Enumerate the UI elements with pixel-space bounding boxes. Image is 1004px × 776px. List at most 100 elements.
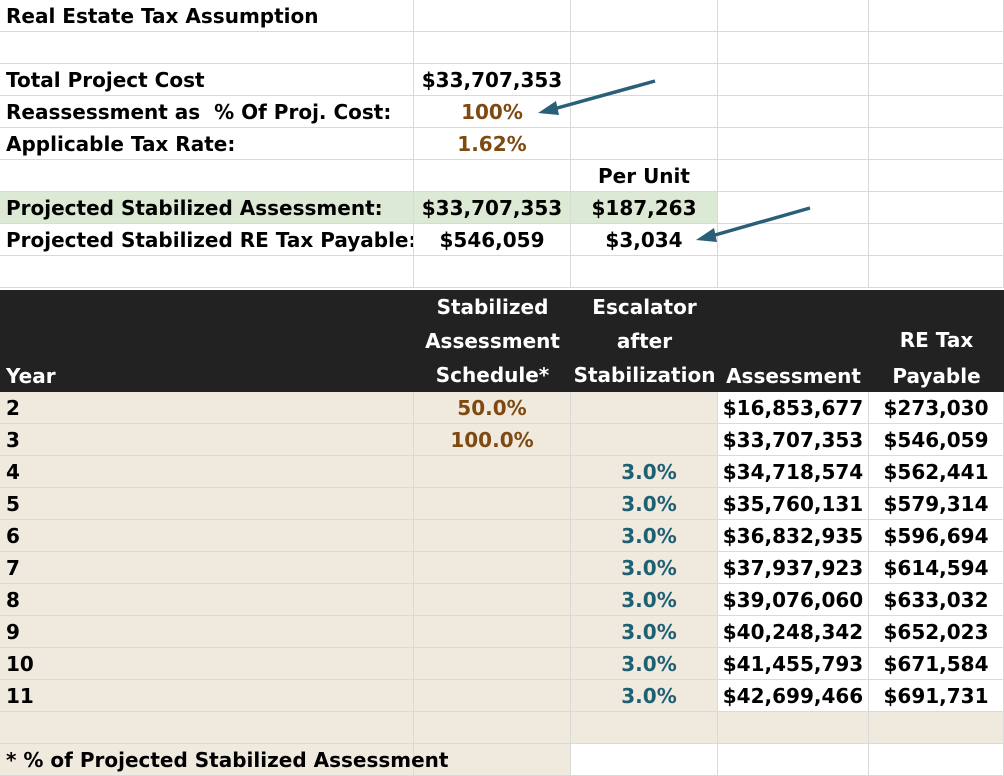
cell-escalator[interactable]: 3.0% — [571, 584, 718, 616]
cell-schedule[interactable] — [414, 616, 571, 648]
re-tax-value[interactable]: $546,059 — [414, 224, 571, 256]
cell-year[interactable]: 8 — [0, 584, 414, 616]
cell-empty[interactable] — [869, 0, 1004, 32]
cell-escalator[interactable]: 3.0% — [571, 552, 718, 584]
cell-empty[interactable] — [869, 744, 1004, 776]
total-cost-label[interactable]: Total Project Cost — [0, 64, 414, 96]
footnote[interactable]: * % of Projected Stabilized Assessment — [0, 744, 448, 776]
cell-empty[interactable] — [869, 128, 1004, 160]
cell-empty[interactable] — [718, 0, 869, 32]
cell-assessment[interactable]: $36,832,935 — [718, 520, 869, 552]
cell-empty[interactable] — [0, 32, 414, 64]
total-cost-value[interactable]: $33,707,353 — [414, 64, 571, 96]
cell-escalator[interactable] — [571, 392, 718, 424]
cell-year[interactable]: 4 — [0, 456, 414, 488]
cell-empty[interactable] — [869, 192, 1004, 224]
cell-re-tax[interactable]: $614,594 — [869, 552, 1004, 584]
cell-schedule[interactable]: 50.0% — [414, 392, 571, 424]
cell-year[interactable]: 7 — [0, 552, 414, 584]
cell-schedule[interactable] — [414, 488, 571, 520]
cell-schedule[interactable] — [414, 520, 571, 552]
cell-re-tax[interactable]: $579,314 — [869, 488, 1004, 520]
cell-empty[interactable] — [414, 256, 571, 288]
cell-empty[interactable] — [718, 192, 869, 224]
cell-empty[interactable] — [718, 256, 869, 288]
cell-empty[interactable] — [869, 32, 1004, 64]
cell-escalator[interactable]: 3.0% — [571, 680, 718, 712]
re-tax-label[interactable]: Projected Stabilized RE Tax Payable: — [0, 224, 414, 256]
cell-empty[interactable] — [414, 32, 571, 64]
cell-year[interactable]: 9 — [0, 616, 414, 648]
cell-empty[interactable] — [571, 0, 718, 32]
cell-year[interactable]: 11 — [0, 680, 414, 712]
cell-re-tax[interactable]: $652,023 — [869, 616, 1004, 648]
cell-escalator[interactable] — [571, 424, 718, 456]
cell-assessment[interactable]: $41,455,793 — [718, 648, 869, 680]
cell-assessment[interactable]: $34,718,574 — [718, 456, 869, 488]
cell-empty[interactable] — [869, 96, 1004, 128]
stab-assessment-value[interactable]: $33,707,353 — [414, 192, 571, 224]
cell-empty[interactable] — [718, 96, 869, 128]
stab-assessment-label[interactable]: Projected Stabilized Assessment: — [0, 192, 414, 224]
cell-re-tax[interactable]: $273,030 — [869, 392, 1004, 424]
cell-empty[interactable] — [718, 32, 869, 64]
stab-assessment-per-unit[interactable]: $187,263 — [571, 192, 718, 224]
cell-empty[interactable] — [571, 64, 718, 96]
cell-empty[interactable] — [571, 744, 718, 776]
page-title[interactable]: Real Estate Tax Assumption — [0, 0, 414, 32]
cell-empty[interactable] — [869, 160, 1004, 192]
cell-year[interactable]: 2 — [0, 392, 414, 424]
cell-empty[interactable] — [869, 256, 1004, 288]
cell-schedule[interactable] — [414, 584, 571, 616]
per-unit-header[interactable]: Per Unit — [571, 160, 718, 192]
header-re-tax[interactable]: RE Tax Payable — [869, 290, 1004, 392]
cell-re-tax[interactable]: $562,441 — [869, 456, 1004, 488]
cell-year[interactable]: 6 — [0, 520, 414, 552]
reassessment-label[interactable]: Reassessment as % Of Proj. Cost: — [0, 96, 414, 128]
cell-empty[interactable] — [869, 64, 1004, 96]
cell-year[interactable]: 3 — [0, 424, 414, 456]
cell-assessment[interactable]: $35,760,131 — [718, 488, 869, 520]
cell-empty[interactable] — [571, 32, 718, 64]
cell-year[interactable]: 10 — [0, 648, 414, 680]
cell-empty[interactable] — [414, 160, 571, 192]
cell-assessment[interactable]: $33,707,353 — [718, 424, 869, 456]
cell-empty[interactable] — [0, 256, 414, 288]
header-schedule[interactable]: Stabilized Assessment Schedule* — [414, 290, 571, 392]
cell-assessment[interactable]: $39,076,060 — [718, 584, 869, 616]
header-year[interactable]: Year — [0, 290, 414, 392]
cell-empty[interactable] — [718, 224, 869, 256]
cell-escalator[interactable]: 3.0% — [571, 616, 718, 648]
cell-empty[interactable] — [571, 128, 718, 160]
cell-schedule[interactable] — [414, 552, 571, 584]
cell-assessment[interactable]: $16,853,677 — [718, 392, 869, 424]
cell-empty[interactable] — [718, 160, 869, 192]
cell-assessment[interactable]: $37,937,923 — [718, 552, 869, 584]
cell-schedule[interactable]: 100.0% — [414, 424, 571, 456]
cell-empty[interactable] — [718, 712, 869, 744]
cell-re-tax[interactable]: $596,694 — [869, 520, 1004, 552]
header-escalator[interactable]: Escalator after Stabilization — [571, 290, 718, 392]
tax-rate-label[interactable]: Applicable Tax Rate: — [0, 128, 414, 160]
cell-schedule[interactable] — [414, 456, 571, 488]
cell-escalator[interactable]: 3.0% — [571, 648, 718, 680]
cell-escalator[interactable]: 3.0% — [571, 488, 718, 520]
cell-empty[interactable] — [0, 160, 414, 192]
cell-assessment[interactable]: $40,248,342 — [718, 616, 869, 648]
re-tax-per-unit[interactable]: $3,034 — [571, 224, 718, 256]
cell-re-tax[interactable]: $633,032 — [869, 584, 1004, 616]
cell-empty[interactable] — [414, 0, 571, 32]
cell-empty[interactable] — [571, 712, 718, 744]
cell-empty[interactable] — [414, 744, 571, 776]
cell-empty[interactable] — [718, 64, 869, 96]
cell-empty[interactable] — [718, 128, 869, 160]
cell-empty[interactable] — [718, 744, 869, 776]
tax-rate-value[interactable]: 1.62% — [414, 128, 571, 160]
cell-empty[interactable] — [571, 256, 718, 288]
reassessment-value[interactable]: 100% — [414, 96, 571, 128]
cell-re-tax[interactable]: $546,059 — [869, 424, 1004, 456]
cell-empty[interactable] — [571, 96, 718, 128]
cell-year[interactable]: 5 — [0, 488, 414, 520]
cell-assessment[interactable]: $42,699,466 — [718, 680, 869, 712]
cell-empty[interactable] — [869, 224, 1004, 256]
